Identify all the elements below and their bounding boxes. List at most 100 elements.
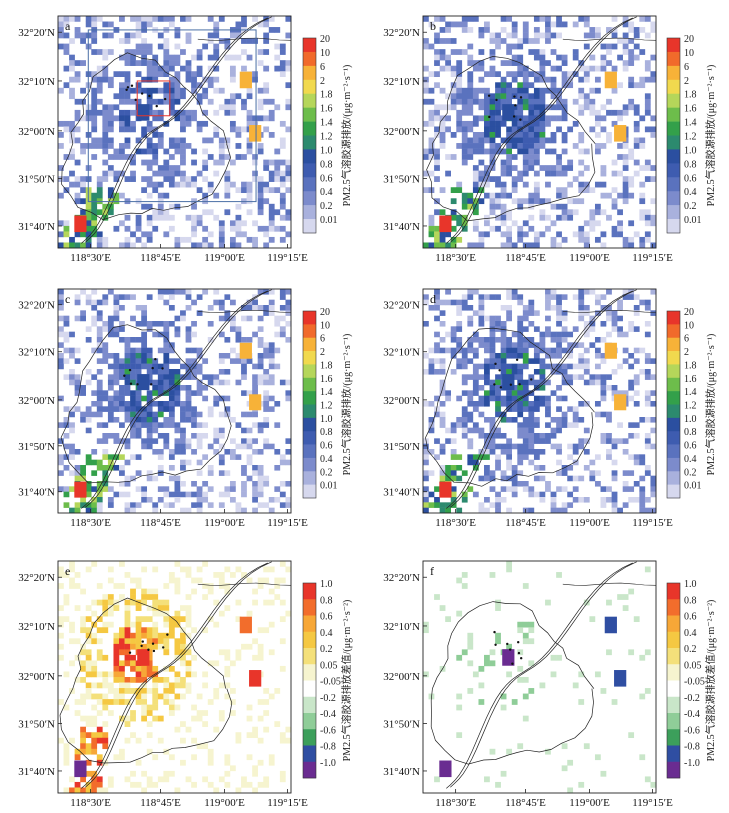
grid-cell (583, 369, 590, 375)
colorbar-swatch (303, 149, 316, 164)
grid-cell (113, 148, 120, 155)
grid-cell (445, 331, 451, 338)
grid-cell (96, 369, 103, 375)
grid-cell (107, 331, 114, 338)
grid-cell (63, 491, 70, 498)
grid-cell (124, 507, 131, 514)
grid-cell (168, 627, 175, 634)
grid-cell (69, 87, 75, 94)
grid-cell (163, 748, 170, 755)
grid-cell (146, 748, 153, 755)
grid-cell (85, 379, 92, 386)
grid-cell (113, 358, 120, 364)
grid-cell (119, 454, 125, 460)
grid-cell (263, 379, 270, 386)
grid-cell (180, 616, 186, 623)
grid-cell (461, 572, 468, 578)
grid-cell (434, 438, 440, 444)
grid-cell (522, 148, 529, 155)
grid-cell (274, 209, 281, 216)
grid-cell (578, 16, 585, 22)
grid-cell (168, 109, 175, 116)
grid-cell (622, 187, 629, 194)
grid-cell (456, 475, 463, 482)
grid-cell (180, 401, 186, 407)
grid-cell (157, 203, 164, 210)
grid-cell (472, 363, 479, 370)
grid-cell (285, 82, 292, 89)
grid-cell (146, 497, 153, 503)
grid-cell (500, 242, 507, 249)
grid-cell (550, 203, 557, 210)
station-dot (141, 640, 144, 643)
grid-cell (119, 491, 125, 498)
grid-cell (522, 481, 529, 487)
grid-cell (257, 715, 264, 722)
grid-cell (185, 417, 192, 423)
grid-cell (96, 737, 103, 744)
grid-cell (639, 242, 646, 249)
grid-cell (224, 310, 231, 316)
grid-cell (96, 459, 103, 466)
grid-cell (517, 109, 524, 116)
grid-cell (545, 433, 551, 439)
colorbar-tick-label: 10 (320, 320, 330, 331)
grid-cell (517, 374, 524, 380)
grid-cell (185, 621, 192, 628)
grid-cell (102, 294, 109, 300)
grid-cell (522, 358, 529, 364)
grid-cell (168, 294, 175, 300)
grid-cell (628, 588, 635, 595)
grid-cell (517, 363, 524, 370)
grid-cell (495, 132, 501, 138)
grid-cell (489, 449, 496, 455)
grid-cell (180, 417, 186, 423)
grid-cell (644, 401, 651, 407)
grid-cell (628, 176, 635, 182)
grid-cell (180, 411, 186, 418)
grid-cell (467, 126, 474, 133)
grid-cell (639, 181, 646, 188)
grid-cell (506, 465, 513, 471)
grid-cell (428, 120, 435, 127)
grid-cell (445, 507, 451, 514)
grid-cell (96, 486, 103, 492)
grid-cell (224, 486, 231, 492)
grid-cell (124, 401, 131, 407)
grid-cell (207, 16, 214, 22)
grid-cell (461, 353, 468, 359)
grid-cell (467, 638, 474, 645)
grid-cell (439, 49, 446, 55)
grid-cell (285, 502, 292, 508)
grid-cell (213, 87, 220, 94)
grid-cell (74, 71, 81, 78)
grid-cell (428, 231, 435, 238)
grid-cell (517, 665, 524, 672)
colorbar-tick-label: 1.0 (320, 414, 333, 425)
grid-cell (107, 192, 114, 199)
grid-cell (528, 379, 535, 386)
grid-cell (511, 465, 518, 471)
grid-cell (85, 417, 92, 423)
grid-cell (517, 143, 524, 149)
grid-cell (58, 358, 64, 364)
grid-cell (91, 225, 98, 232)
grid-cell (130, 411, 136, 418)
grid-cell (617, 594, 623, 600)
grid-cell (96, 491, 103, 498)
grid-cell (495, 406, 501, 412)
grid-cell (495, 353, 501, 359)
grid-cell (257, 465, 264, 471)
grid-cell (600, 411, 607, 418)
grid-cell (102, 120, 109, 127)
grid-cell (628, 181, 635, 188)
grid-cell (218, 583, 225, 589)
grid-cell (85, 616, 92, 623)
grid-cell (539, 49, 546, 55)
grid-cell (152, 588, 159, 595)
grid-cell (163, 390, 170, 396)
grid-cell (428, 71, 435, 78)
grid-cell (650, 443, 657, 450)
grid-cell (450, 347, 457, 354)
